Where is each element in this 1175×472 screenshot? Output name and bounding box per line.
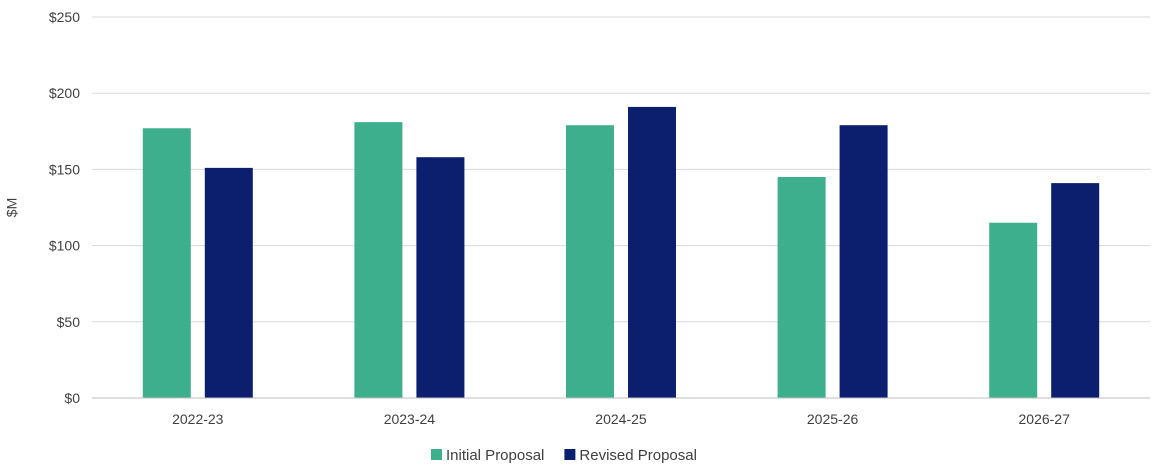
bar — [777, 177, 826, 398]
legend-label: Revised Proposal — [579, 447, 697, 464]
x-tick-label: 2026-27 — [1019, 411, 1071, 427]
y-tick-label: $150 — [49, 161, 80, 177]
legend-swatch — [564, 449, 576, 460]
legend-label: Initial Proposal — [446, 447, 544, 464]
x-tick-label: 2025-26 — [807, 411, 859, 427]
x-axis-ticks: 2022-23 2023-24 2024-25 2025-26 2026-27 — [172, 411, 1070, 427]
y-tick-label: $200 — [49, 85, 80, 101]
x-tick-label: 2024-25 — [595, 411, 647, 427]
y-tick-label: $250 — [49, 9, 80, 25]
bars — [142, 106, 1100, 398]
y-tick-label: $100 — [49, 238, 80, 254]
x-tick-label: 2023-24 — [384, 411, 436, 427]
y-tick-label: $50 — [57, 314, 81, 330]
bar — [839, 125, 888, 398]
bar — [1051, 183, 1100, 398]
bar — [204, 167, 253, 398]
bar — [354, 122, 403, 398]
bar — [566, 125, 614, 398]
y-axis-ticks: $0 $50 $100 $150 $200 $250 — [49, 9, 80, 406]
bar — [416, 157, 465, 398]
legend-swatch — [431, 449, 442, 460]
bar — [989, 222, 1038, 398]
bar — [628, 106, 676, 398]
y-tick-label: $0 — [64, 390, 80, 406]
gridlines — [92, 16, 1150, 323]
x-tick-label: 2022-23 — [172, 411, 224, 427]
bar — [142, 128, 191, 398]
y-axis-title: $M — [4, 198, 20, 217]
legend: Initial Proposal Revised Proposal — [431, 447, 697, 464]
